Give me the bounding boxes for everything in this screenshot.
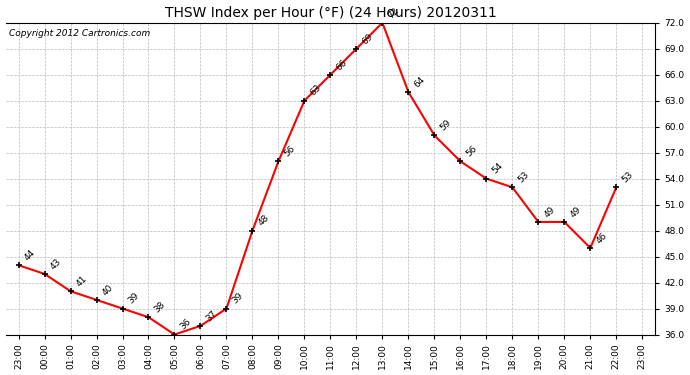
Text: 56: 56 — [464, 144, 479, 159]
Text: 63: 63 — [308, 83, 323, 98]
Text: 53: 53 — [517, 170, 531, 184]
Text: 44: 44 — [23, 248, 37, 262]
Text: 41: 41 — [75, 274, 89, 288]
Text: Copyright 2012 Cartronics.com: Copyright 2012 Cartronics.com — [9, 29, 150, 38]
Text: 64: 64 — [413, 75, 427, 89]
Text: 66: 66 — [335, 57, 349, 72]
Text: 54: 54 — [491, 162, 505, 176]
Text: 72: 72 — [386, 6, 401, 20]
Text: 36: 36 — [179, 317, 193, 332]
Text: 43: 43 — [49, 257, 63, 271]
Text: 59: 59 — [439, 118, 453, 132]
Text: 49: 49 — [542, 205, 557, 219]
Text: 56: 56 — [283, 144, 297, 159]
Text: 48: 48 — [257, 213, 271, 228]
Text: 39: 39 — [230, 291, 245, 306]
Text: 38: 38 — [152, 300, 167, 315]
Text: 40: 40 — [101, 283, 115, 297]
Text: 53: 53 — [620, 170, 635, 184]
Text: 37: 37 — [205, 309, 219, 323]
Text: 46: 46 — [595, 231, 609, 245]
Title: THSW Index per Hour (°F) (24 Hours) 20120311: THSW Index per Hour (°F) (24 Hours) 2012… — [164, 6, 496, 20]
Text: 69: 69 — [361, 32, 375, 46]
Text: 49: 49 — [569, 205, 583, 219]
Text: 39: 39 — [127, 291, 141, 306]
